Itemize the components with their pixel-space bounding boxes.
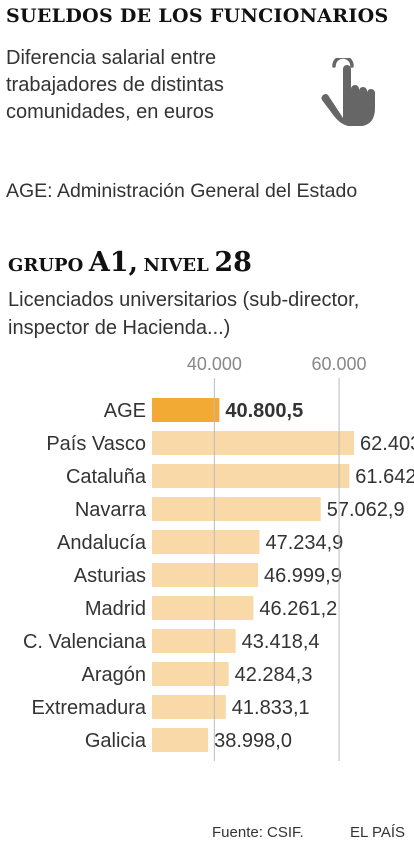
category-label: Asturias bbox=[74, 565, 146, 587]
data-label: 46.261,2 bbox=[259, 598, 337, 620]
data-label: 46.999,9 bbox=[264, 565, 342, 587]
bar bbox=[152, 662, 229, 686]
salary-bar-chart: 40.000 60.000 AGE 40.800,5 País Vasco 62.403,… bbox=[23, 354, 414, 761]
data-label: 42.284,3 bbox=[235, 664, 313, 686]
data-label: 62.403,5 bbox=[360, 433, 414, 455]
group-title-prefix: GRUPO bbox=[8, 255, 84, 276]
data-label: 61.642,0 bbox=[355, 466, 414, 488]
category-label: C. Valenciana bbox=[23, 631, 147, 653]
category-label: Cataluña bbox=[66, 466, 147, 488]
group-title-level-label: NIVEL bbox=[143, 255, 209, 276]
group-title: GRUPO A1, NIVEL 28 bbox=[8, 245, 252, 284]
x-tick-label: 60.000 bbox=[312, 354, 367, 374]
bar bbox=[152, 563, 258, 587]
data-label: 38.998,0 bbox=[214, 730, 292, 752]
bar bbox=[152, 695, 226, 719]
category-label: Madrid bbox=[85, 598, 146, 620]
hand-pointer-icon bbox=[321, 58, 375, 126]
data-label: 40.800,5 bbox=[225, 400, 303, 422]
category-label: Galicia bbox=[85, 730, 147, 752]
bar bbox=[152, 431, 355, 455]
group-title-group: A1, bbox=[88, 247, 138, 278]
category-label: Navarra bbox=[75, 499, 147, 521]
bar bbox=[152, 497, 321, 521]
category-label: País Vasco bbox=[46, 433, 146, 455]
bar bbox=[152, 464, 350, 488]
data-label: 43.418,4 bbox=[242, 631, 320, 653]
abbreviation-note: AGE: Administración General del Estado bbox=[6, 180, 358, 202]
source-note: Fuente: CSIF. bbox=[212, 824, 304, 841]
bar bbox=[152, 629, 236, 653]
chart-title: SUELDOS DE LOS FUNCIONARIOS bbox=[6, 5, 389, 27]
x-tick-label: 40.000 bbox=[187, 354, 242, 374]
data-label: 47.234,9 bbox=[265, 532, 343, 554]
category-label: Extremadura bbox=[32, 697, 147, 719]
category-label: AGE bbox=[104, 400, 146, 422]
category-label: Andalucía bbox=[57, 532, 147, 554]
data-label: 41.833,1 bbox=[232, 697, 310, 719]
bar bbox=[152, 530, 260, 554]
publisher-brand: EL PAÍS bbox=[350, 824, 406, 841]
group-title-level: 28 bbox=[214, 247, 252, 278]
chart-subtitle: Diferencia salarial entre trabajadores d… bbox=[6, 47, 224, 123]
bar bbox=[152, 728, 209, 752]
category-label: Aragón bbox=[82, 664, 147, 686]
group-description: Licenciados universitarios (sub-director… bbox=[8, 289, 360, 339]
data-label: 57.062,9 bbox=[327, 499, 405, 521]
bar bbox=[152, 596, 254, 620]
bar bbox=[152, 398, 220, 422]
